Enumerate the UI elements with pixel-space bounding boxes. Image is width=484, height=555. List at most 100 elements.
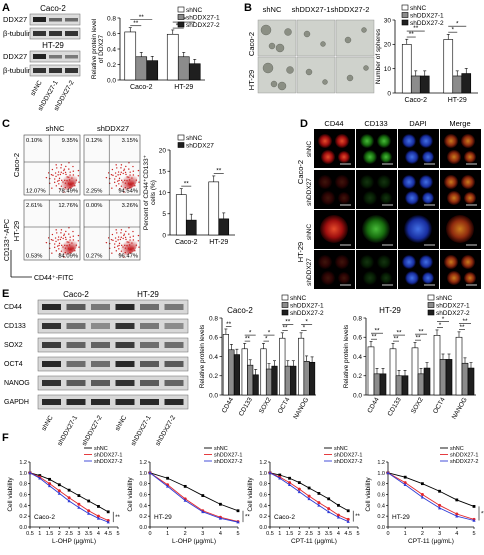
x-tick-label: NANOG xyxy=(292,397,310,421)
x-tick-label: 1 xyxy=(166,531,169,537)
y-tick-label: 0.0 xyxy=(19,525,27,531)
blot-strip xyxy=(37,299,189,315)
y-tick-label: 0.6 xyxy=(139,493,147,499)
data-point xyxy=(87,499,91,503)
flow-event xyxy=(68,168,70,170)
x-tick-label: 3 xyxy=(438,531,441,537)
data-point xyxy=(317,503,321,507)
flow-event xyxy=(128,179,131,181)
flow-event xyxy=(134,250,136,252)
legend-label: shDDX27-2 xyxy=(334,459,362,465)
sphere-image xyxy=(335,56,375,94)
flow-event xyxy=(60,164,63,166)
cd44-image xyxy=(314,170,355,209)
data-point xyxy=(219,502,222,506)
x-axis-label: CPT-11 (μg/mL) xyxy=(408,538,454,545)
cell xyxy=(461,134,475,148)
cell xyxy=(447,150,461,164)
flow-event xyxy=(118,177,121,180)
flow-event xyxy=(62,181,64,183)
band xyxy=(115,399,135,405)
sig-marker: * xyxy=(305,319,308,326)
bar xyxy=(309,361,316,396)
flow-event xyxy=(137,175,140,177)
flow-event xyxy=(125,165,127,168)
band xyxy=(66,361,86,367)
legend-swatch xyxy=(427,302,435,308)
flow-event xyxy=(55,175,57,178)
merge-image xyxy=(440,250,481,289)
flow-event xyxy=(105,176,108,179)
x-tick-label: 1.5 xyxy=(46,531,54,537)
cell xyxy=(318,175,332,189)
flow-event xyxy=(122,246,124,248)
x-tick-label: OCT4 xyxy=(277,396,292,415)
sig-marker: ** xyxy=(133,20,139,27)
flow-event xyxy=(114,172,117,174)
legend-swatch xyxy=(177,134,185,141)
flow-event xyxy=(128,233,130,235)
x-tick-label: SOX2 xyxy=(258,396,273,415)
x-tick-label: 4.5 xyxy=(344,531,352,537)
band xyxy=(115,361,135,367)
series-line xyxy=(149,472,239,523)
cell xyxy=(380,272,392,284)
flow-event xyxy=(120,250,123,252)
quadrant-value: 0.12% xyxy=(86,138,102,144)
flow-event xyxy=(63,233,66,235)
legend-label: shNC xyxy=(436,295,453,302)
data-point xyxy=(67,488,71,492)
legend-swatch xyxy=(177,6,185,13)
dapi-image xyxy=(398,170,439,209)
data-point xyxy=(268,471,272,475)
bar xyxy=(411,347,419,396)
if-row-shddx27-2: shDDX27 xyxy=(306,258,313,286)
flow-event xyxy=(68,244,71,246)
series-line xyxy=(387,472,475,507)
if-header-cd133: CD133 xyxy=(364,119,387,128)
flow-event xyxy=(68,241,70,243)
flow-event xyxy=(124,244,126,247)
sig-marker: ** xyxy=(415,334,421,341)
sig-marker: ** xyxy=(374,327,380,334)
sig-marker: ** xyxy=(418,328,424,335)
flow-header-shnc: shNC xyxy=(46,124,65,133)
cell xyxy=(404,215,432,243)
sphere-image xyxy=(257,56,297,94)
bar xyxy=(389,348,397,396)
cell xyxy=(335,134,349,148)
chart-label: HT-29 xyxy=(154,514,172,521)
flow-plots: 0.10% 9.35% 12.07% 78.49% 0.12% 3.15% 2.25% 94.… xyxy=(23,134,141,261)
x-tick-label: 2 xyxy=(184,531,187,537)
y-tick-label: 0 xyxy=(387,90,391,97)
data-point xyxy=(38,474,42,477)
flow-event xyxy=(127,182,130,184)
bar xyxy=(233,354,240,396)
legend-label: shNC xyxy=(214,446,228,452)
band xyxy=(140,380,159,386)
cd133-image xyxy=(356,250,397,289)
flow-event xyxy=(123,191,125,193)
y-tick-label: 0.4 xyxy=(107,46,116,53)
flow-event xyxy=(114,237,117,239)
flow-event xyxy=(116,245,119,247)
flow-event xyxy=(69,251,71,254)
x-tick-label: HT-29 xyxy=(448,97,467,104)
blot-a-label-btub-2: β-tubulin xyxy=(3,66,32,75)
blot-e-title-caco2: Caco-2 xyxy=(63,290,89,299)
flow-event xyxy=(53,246,56,249)
y-tick-label: 0.4 xyxy=(19,503,27,509)
chart-c: 0 5 10 15 20 Percent of CD44⁺CD133⁺ cells (%) C… xyxy=(143,134,235,246)
data-point xyxy=(336,515,341,519)
flow-event xyxy=(55,229,57,231)
sig-marker: ** xyxy=(481,511,484,517)
cell xyxy=(402,175,416,189)
sphere-header-sh2: shDDX27-2 xyxy=(331,5,370,14)
bar xyxy=(247,364,254,396)
sphere xyxy=(260,24,272,36)
flow-event xyxy=(68,176,70,178)
x-tick-label: 0 xyxy=(148,531,151,537)
sphere xyxy=(344,36,352,44)
flow-event xyxy=(124,182,127,184)
